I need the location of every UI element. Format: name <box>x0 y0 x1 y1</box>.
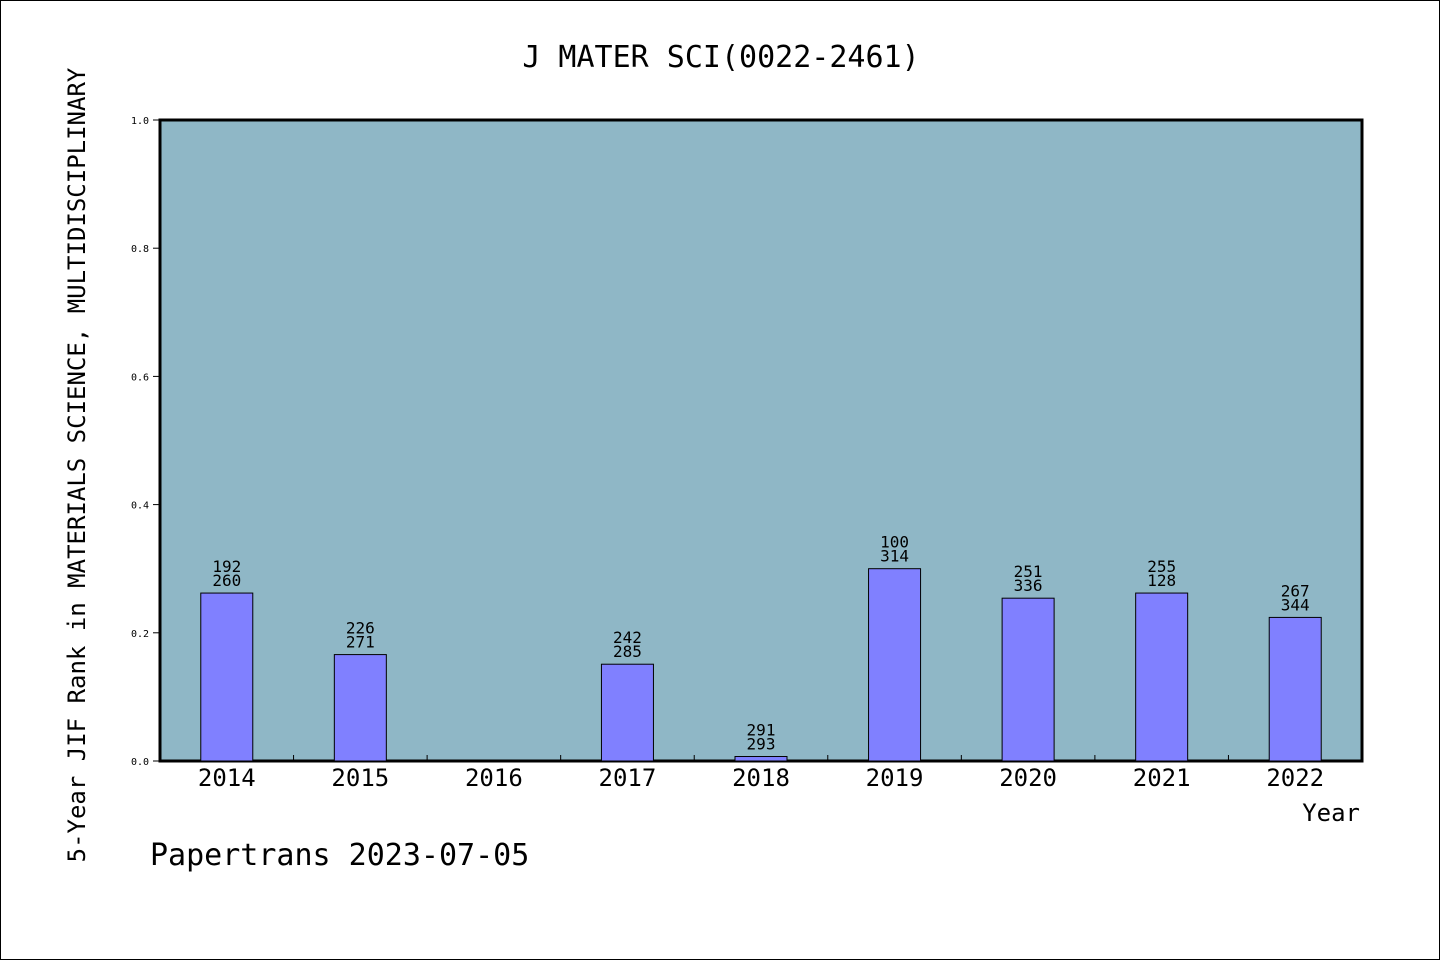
data-label-bottom-2017: 285 <box>613 642 642 661</box>
data-label-top-2021: 255 <box>1147 557 1176 576</box>
data-label-top-2022: 267 <box>1281 581 1310 600</box>
y-tick-label-0.8: 0.8 <box>131 244 149 255</box>
data-label-top-2020: 251 <box>1014 562 1043 581</box>
data-label-bottom-2018: 293 <box>747 735 776 754</box>
y-axis-label: 5-Year JIF Rank in MATERIALS SCIENCE, MU… <box>63 67 91 862</box>
bar-2021 <box>1135 592 1189 762</box>
x-axis-label: Year <box>1302 799 1360 827</box>
data-label-top-2017: 242 <box>613 628 642 647</box>
x-tick-label-2021: 2021 <box>1133 764 1191 792</box>
x-tick-label-2018: 2018 <box>732 764 790 792</box>
bar-2022 <box>1268 616 1322 762</box>
data-label-bottom-2019: 314 <box>880 547 909 566</box>
chart-title: J MATER SCI(0022-2461) <box>522 40 919 75</box>
x-axis: 2014 2015 2016 2017 2018 2019 2020 2021 2022 <box>198 755 1324 792</box>
bar-2014 <box>200 592 254 762</box>
x-tick-label-2014: 2014 <box>198 764 256 792</box>
x-tick-label-2017: 2017 <box>599 764 657 792</box>
data-label-bottom-2015: 271 <box>346 633 375 652</box>
data-label-bottom-2022: 344 <box>1281 595 1310 614</box>
data-label-top-2018: 291 <box>747 721 776 740</box>
data-label-bottom-2021: 128 <box>1147 571 1176 590</box>
x-tick-label-2022: 2022 <box>1266 764 1324 792</box>
x-tick-label-2020: 2020 <box>999 764 1057 792</box>
x-tick-label-2016: 2016 <box>465 764 523 792</box>
data-label-bottom-2014: 260 <box>212 571 241 590</box>
y-tick-label-0.2: 0.2 <box>131 629 149 640</box>
data-label-top-2014: 192 <box>212 557 241 576</box>
y-tick-label-1.0: 1.0 <box>131 116 149 127</box>
y-tick-label-0.6: 0.6 <box>131 372 149 383</box>
bar-2020 <box>1001 597 1055 762</box>
y-tick-label-0.0: 0.0 <box>131 757 149 768</box>
data-label-bottom-2020: 336 <box>1014 576 1043 595</box>
bar-2019 <box>868 568 922 762</box>
bar-2015 <box>333 654 387 762</box>
bar-2018 <box>734 756 788 762</box>
y-axis: 0.0 0.2 0.4 0.6 0.8 1.0 <box>131 116 160 768</box>
x-tick-label-2019: 2019 <box>866 764 924 792</box>
data-label-top-2019: 100 <box>880 533 909 552</box>
footer-credit: Papertrans 2023-07-05 <box>150 838 529 873</box>
bar-2017 <box>600 663 654 762</box>
data-label-top-2015: 226 <box>346 619 375 638</box>
x-tick-label-2015: 2015 <box>331 764 389 792</box>
y-tick-label-0.4: 0.4 <box>131 501 149 512</box>
